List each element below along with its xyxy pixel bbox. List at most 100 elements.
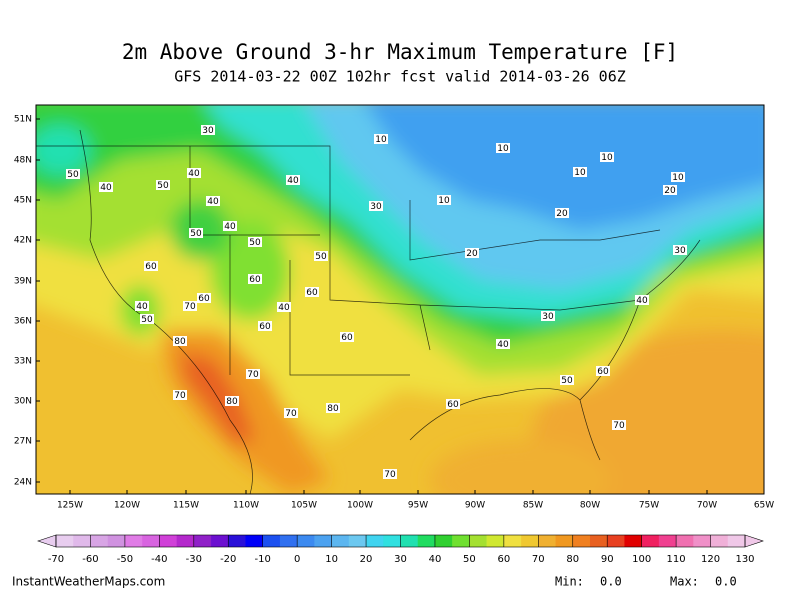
- contour-label-box: [144, 261, 158, 271]
- contour-label: 80: [174, 337, 186, 347]
- colorbar-cell: [624, 535, 642, 547]
- contour-label: 50: [190, 229, 202, 239]
- contour-label-box: [600, 152, 614, 162]
- contour-label-box: [277, 302, 291, 312]
- lon-label: 95W: [408, 501, 428, 511]
- contour-label-box: [612, 420, 626, 430]
- contour-label: 40: [636, 296, 648, 306]
- max-value: 0.0: [715, 575, 737, 589]
- colorbar-cell: [589, 535, 608, 547]
- colorbar-tick-label: 10: [325, 554, 338, 565]
- colorbar-cell: [641, 535, 660, 547]
- colorbar-cell: [262, 535, 281, 547]
- contour-label-box: [223, 221, 237, 231]
- min-value: 0.0: [600, 575, 622, 589]
- colorbar-cell: [710, 535, 729, 547]
- colorbar-cell: [400, 535, 419, 547]
- contour-label-box: [573, 167, 587, 177]
- colorbar-tick-label: 90: [601, 554, 614, 565]
- lat-label: 48N: [14, 156, 32, 166]
- contour-label-box: [446, 399, 460, 409]
- contour-label: 50: [315, 252, 327, 262]
- contour-label: 70: [613, 421, 625, 431]
- lat-label: 39N: [14, 277, 32, 287]
- colorbar-tick-label: 40: [429, 554, 442, 565]
- contour-label-box: [248, 274, 262, 284]
- colorbar-tick-label: 70: [532, 554, 545, 565]
- contour-label: 10: [601, 153, 613, 163]
- contour-label: 10: [438, 196, 450, 206]
- contour-label: 70: [174, 391, 186, 401]
- lon-label: 85W: [523, 501, 543, 511]
- contour-label-box: [248, 237, 262, 247]
- contour-label: 40: [224, 222, 236, 232]
- contour-label: 30: [542, 312, 554, 322]
- contour-label-box: [496, 143, 510, 153]
- lat-label: 51N: [14, 115, 32, 125]
- contour-label: 40: [287, 176, 299, 186]
- contour-label-box: [437, 195, 451, 205]
- contour-label-box: [173, 336, 187, 346]
- colorbar-tick-label: 130: [735, 554, 754, 565]
- contour-label-box: [555, 208, 569, 218]
- colorbar-cell: [124, 535, 143, 547]
- contour-label-box: [663, 185, 677, 195]
- colorbar-cell: [90, 535, 108, 547]
- contour-label: 10: [375, 135, 387, 145]
- lon-label: 100W: [347, 501, 373, 511]
- contour-label: 80: [327, 404, 339, 414]
- lat-label: 30N: [14, 397, 32, 407]
- lon-label: 75W: [639, 501, 659, 511]
- contour-label: 70: [247, 370, 259, 380]
- contour-label-box: [258, 321, 272, 331]
- contour-label-box: [541, 311, 555, 321]
- lat-label: 24N: [14, 478, 32, 488]
- contour-label-box: [246, 369, 260, 379]
- colorbar-cell: [417, 535, 436, 547]
- colorbar-cell: [107, 535, 126, 547]
- colorbar-cell: [727, 535, 746, 547]
- colorbar-tick-label: 30: [394, 554, 407, 565]
- colorbar-cell: [658, 535, 677, 547]
- colorbar-tick-label: -20: [220, 554, 236, 565]
- contour-label-box: [671, 172, 685, 182]
- lon-label: 115W: [173, 501, 199, 511]
- contour-label: 30: [674, 246, 686, 256]
- colorbar-cell: [555, 535, 574, 547]
- colorbar-cell: [348, 535, 367, 547]
- lon-label: 65W: [754, 501, 774, 511]
- colorbar-cell: [314, 535, 332, 547]
- contour-label-box: [383, 469, 397, 479]
- contour-label-box: [305, 287, 319, 297]
- contour-label: 60: [249, 275, 261, 285]
- contour-label-box: [66, 169, 80, 179]
- lon-label: 70W: [697, 501, 717, 511]
- colorbar-cell: [279, 535, 298, 547]
- lon-label: 120W: [114, 501, 140, 511]
- contour-label-box: [374, 134, 388, 144]
- map-frame: [35, 104, 765, 495]
- contour-label: 50: [561, 376, 573, 386]
- contour-label: 50: [141, 315, 153, 325]
- contour-label: 40: [100, 183, 112, 193]
- contour-label-box: [286, 175, 300, 185]
- colorbar-cell: [676, 535, 694, 547]
- colorbar-tick-label: 110: [667, 554, 686, 565]
- contour-label: 30: [370, 202, 382, 212]
- contour-label-box: [140, 314, 154, 324]
- contour-label: 20: [664, 186, 676, 196]
- colorbar-tick-label: 120: [701, 554, 720, 565]
- contour-label-box: [596, 366, 610, 376]
- contour-label: 10: [574, 168, 586, 178]
- colorbar-cell: [383, 535, 401, 547]
- contour-label-box: [197, 293, 211, 303]
- contour-label: 10: [497, 144, 509, 154]
- colorbar-tick-label: 50: [463, 554, 476, 565]
- contour-label: 30: [202, 126, 214, 136]
- colorbar-cell: [452, 535, 470, 547]
- site-credit: InstantWeatherMaps.com: [12, 575, 165, 589]
- colorbar-tick-label: 0: [294, 554, 300, 565]
- contour-label: 40: [497, 340, 509, 350]
- contour-label: 60: [341, 333, 353, 343]
